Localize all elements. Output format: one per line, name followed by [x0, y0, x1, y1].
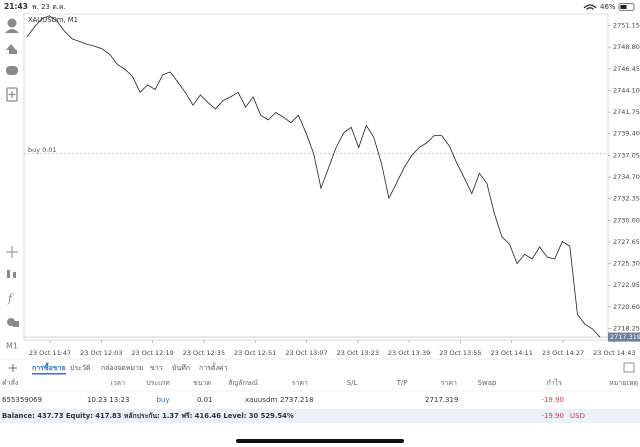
- current-price-box: [608, 332, 640, 342]
- indicator-icon[interactable]: [7, 270, 10, 278]
- y-tick-label: 2732.350: [613, 195, 640, 203]
- x-tick-label: 23 Oct 13:07: [285, 349, 327, 357]
- trade-icon[interactable]: [6, 44, 17, 54]
- new-order-plus: [8, 91, 16, 98]
- chat-icon[interactable]: [6, 66, 18, 75]
- column-header: ราคา: [292, 379, 308, 387]
- objects-icon-square: [13, 321, 19, 327]
- tabs: การซื้อขาย ประวัติ กล่องจดหมาย ข่าว บันทึก กา…: [32, 361, 228, 375]
- position-label: buy 0.01: [28, 146, 57, 154]
- column-header: ขนาด: [193, 379, 211, 387]
- column-header: ประเภท: [146, 379, 170, 387]
- panel-icon[interactable]: [623, 362, 635, 373]
- x-tick-label: 23 Oct 12:19: [131, 349, 173, 357]
- function-icon[interactable]: f: [7, 292, 14, 305]
- add-button[interactable]: [9, 364, 17, 372]
- y-tick-label: 2751.150: [613, 22, 640, 30]
- chart-frame: [23, 13, 609, 341]
- current-price-label: 2717.319: [610, 333, 640, 341]
- cell-open-price: 2737.218: [280, 396, 313, 404]
- indicator-icon-bar: [13, 272, 16, 278]
- status-battery: 46%: [600, 3, 616, 11]
- y-tick-label: 2737.050: [613, 151, 640, 159]
- tab[interactable]: ข่าว: [150, 364, 163, 372]
- cell-profit: -19.90: [541, 396, 564, 404]
- x-tick-label: 23 Oct 14:11: [491, 349, 533, 357]
- y-tick-label: 2730.000: [613, 216, 640, 224]
- balance-summary: Balance: 437.73 Equity: 417.83 หลักประกั…: [2, 412, 294, 420]
- y-tick-label: 2746.450: [613, 65, 640, 73]
- x-tick-label: 23 Oct 11:47: [29, 349, 71, 357]
- price-line: [26, 15, 601, 338]
- column-header: T/P: [396, 379, 408, 387]
- chart-title: XAUUSDm, M1: [28, 16, 78, 24]
- crosshair-icon[interactable]: [6, 246, 18, 258]
- y-tick-label: 2744.100: [613, 86, 640, 94]
- x-tick-label: 23 Oct 14:43: [593, 349, 635, 357]
- summary-row-bg: [0, 409, 640, 423]
- chart: 2751.150 2748.800 2746.450 2744.100 2741.750…: [24, 15, 640, 357]
- column-header: เวลา: [110, 379, 125, 387]
- column-header: คำสั่ง: [2, 378, 18, 387]
- x-tick-label: 23 Oct 13:23: [337, 349, 379, 357]
- column-header: Swap: [478, 379, 497, 387]
- cell-volume: 0.01: [197, 396, 213, 404]
- y-tick-label: 2741.750: [613, 108, 640, 116]
- column-header: สัญลักษณ์: [228, 379, 258, 387]
- column-header: ราคา: [441, 379, 457, 387]
- battery-level: [620, 5, 627, 9]
- tab[interactable]: การตั้งค่า: [199, 361, 228, 372]
- home-indicator: [236, 439, 404, 443]
- x-tick-label: 23 Oct 12:35: [183, 349, 225, 357]
- x-tick-label: 23 Oct 14:27: [542, 349, 584, 357]
- x-tick-label: 23 Oct 12:03: [80, 349, 122, 357]
- y-tick-label: 2725.300: [613, 260, 640, 268]
- status-date: พ. 23 ต.ค.: [32, 3, 66, 11]
- y-tick-label: 2718.250: [613, 324, 640, 332]
- cell-symbol: xauusdm: [245, 396, 277, 404]
- toolbar: f: [5, 18, 19, 327]
- status-time: 21:43: [4, 2, 28, 11]
- summary-row: Balance: 437.73 Equity: 417.83 หลักประกั…: [2, 412, 585, 420]
- tab[interactable]: การซื้อขาย: [32, 361, 66, 372]
- cell-price: 2717.319: [425, 396, 458, 404]
- column-header: S/L: [347, 379, 358, 387]
- tab-underline: [32, 373, 66, 375]
- y-tick-label: 2748.800: [613, 43, 640, 51]
- currency: USD: [570, 412, 585, 420]
- y-tick-label: 2722.950: [613, 281, 640, 289]
- x-tick-label: 23 Oct 13:55: [439, 349, 481, 357]
- account-icon-base: [5, 29, 19, 33]
- column-header: หมายเหตุ: [609, 379, 638, 387]
- timeframe[interactable]: M1: [6, 342, 18, 351]
- cell-order: 655359069: [2, 396, 42, 404]
- y-tick-label: 2720.600: [613, 303, 640, 311]
- tab[interactable]: ประวัติ: [70, 364, 91, 372]
- y-tick-label: 2734.700: [613, 173, 640, 181]
- cell-time: 10.23 13:23: [87, 396, 129, 404]
- account-icon[interactable]: [7, 18, 17, 28]
- y-tick-label: 2727.650: [613, 238, 640, 246]
- tab[interactable]: กล่องจดหมาย: [101, 364, 143, 372]
- table: คำสั่ง เวลา ประเภท ขนาด สัญลักษณ์ ราคา S/L T/P ร…: [0, 378, 640, 404]
- new-order-icon[interactable]: [6, 87, 18, 102]
- wifi-icon: [583, 4, 597, 10]
- x-tick-label: 23 Oct 12:51: [234, 349, 276, 357]
- battery-icon: [618, 3, 635, 11]
- column-header: กำไร: [547, 378, 563, 387]
- y-tick-label: 2739.400: [613, 130, 640, 138]
- total-profit: -19.90: [541, 412, 564, 420]
- cell-type: buy: [156, 396, 169, 404]
- x-tick-label: 23 Oct 13:39: [388, 349, 430, 357]
- tab[interactable]: บันทึก: [172, 363, 190, 372]
